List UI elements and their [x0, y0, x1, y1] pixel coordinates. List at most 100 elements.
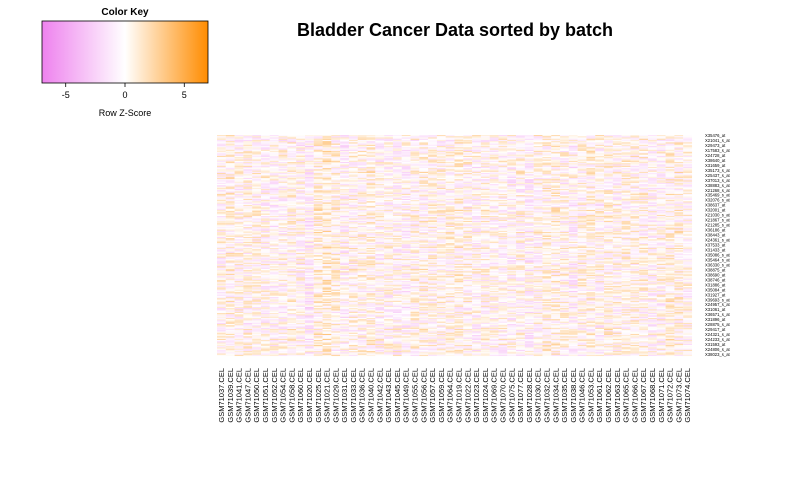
heatmap-cell	[498, 169, 508, 171]
heatmap-cell	[234, 197, 244, 199]
heatmap-cell	[269, 157, 279, 159]
heatmap-cell	[304, 225, 314, 228]
heatmap-cell	[313, 229, 323, 231]
heatmap-cell	[586, 160, 596, 163]
heatmap-cell	[454, 236, 464, 239]
heatmap-cell	[630, 152, 640, 154]
heatmap-cell	[656, 192, 666, 194]
heatmap-cell	[630, 155, 640, 158]
heatmap-cell	[340, 138, 349, 140]
heatmap-cell	[278, 217, 288, 219]
heatmap-cell	[445, 222, 455, 224]
heatmap-cell	[639, 150, 649, 153]
heatmap-cell	[639, 236, 649, 239]
heatmap-cell	[313, 227, 323, 229]
heatmap-cell	[243, 175, 253, 177]
heatmap-cell	[366, 217, 376, 219]
heatmap-cell	[683, 191, 693, 193]
heatmap-cell	[674, 153, 684, 155]
heatmap-cell	[568, 157, 578, 159]
color-key-tick-label: 0	[122, 90, 127, 100]
heatmap-cell	[384, 191, 393, 193]
heatmap-cell	[278, 233, 288, 235]
heatmap-cell	[560, 170, 569, 172]
heatmap-cell	[384, 164, 393, 166]
heatmap-cell	[480, 148, 490, 150]
heatmap-cell	[489, 235, 499, 237]
heatmap-cell	[516, 147, 525, 149]
heatmap-cell	[234, 202, 244, 204]
heatmap-cell	[278, 135, 288, 137]
heatmap-cell	[630, 141, 640, 143]
heatmap-cell	[269, 218, 279, 220]
heatmap-cell	[243, 236, 253, 239]
heatmap-cell	[656, 138, 666, 140]
heatmap-cell	[656, 220, 666, 223]
heatmap-cell	[296, 228, 306, 230]
heatmap-cell	[287, 209, 297, 212]
heatmap-cell	[252, 218, 262, 220]
heatmap-cell	[401, 204, 411, 207]
heatmap-cell	[480, 225, 490, 228]
heatmap-cell	[428, 173, 437, 175]
heatmap-cell	[480, 153, 490, 155]
heatmap-cell	[665, 149, 675, 152]
heatmap-cell	[331, 158, 341, 160]
heatmap-cell	[542, 213, 552, 215]
heatmap-cell	[560, 171, 569, 174]
heatmap-cell	[348, 187, 358, 190]
heatmap-cell	[252, 153, 262, 155]
heatmap-cell	[524, 186, 534, 188]
heatmap-cell	[665, 189, 675, 191]
heatmap-cell	[551, 228, 561, 230]
heatmap-cell	[648, 185, 657, 187]
heatmap-cell	[278, 246, 288, 249]
heatmap-cell	[384, 175, 393, 177]
heatmap-cell	[340, 202, 349, 204]
heatmap-cell	[683, 208, 693, 210]
heatmap-cell	[260, 149, 270, 152]
heatmap-cell	[639, 139, 649, 142]
heatmap-cell	[560, 239, 569, 241]
heatmap-cell	[656, 196, 666, 198]
heatmap-cell	[322, 223, 332, 225]
heatmap-cell	[683, 163, 693, 165]
heatmap-cell	[665, 144, 675, 147]
heatmap-cell	[419, 197, 429, 199]
heatmap-cell	[507, 139, 517, 142]
heatmap-cell	[269, 137, 279, 139]
heatmap-cell	[604, 229, 613, 231]
heatmap-cell	[392, 234, 402, 236]
heatmap-cell	[225, 214, 235, 217]
heatmap-cell	[340, 179, 349, 181]
heatmap-cell	[269, 240, 279, 242]
heatmap-cell	[612, 169, 622, 171]
heatmap-cell	[225, 206, 235, 208]
heatmap-cell	[683, 138, 693, 140]
heatmap-cell	[384, 177, 393, 180]
heatmap-cell	[454, 241, 464, 244]
heatmap-cell	[384, 136, 393, 138]
heatmap-cell	[454, 238, 464, 240]
heatmap-cell	[551, 146, 561, 148]
heatmap-cell	[507, 168, 517, 170]
heatmap-cell	[604, 241, 613, 244]
heatmap-cell	[621, 147, 631, 149]
heatmap-cell	[604, 228, 613, 230]
heatmap-cell	[612, 241, 622, 244]
heatmap-cell	[278, 238, 288, 240]
heatmap-cell	[480, 171, 490, 174]
heatmap-cell	[630, 159, 640, 161]
heatmap-cell	[621, 154, 631, 156]
heatmap-cell	[630, 160, 640, 163]
heatmap-cell	[269, 202, 279, 204]
heatmap-cell	[366, 222, 376, 224]
heatmap-cell	[516, 236, 525, 239]
heatmap-cell	[674, 171, 684, 174]
heatmap-cell	[498, 224, 508, 226]
heatmap-cell	[595, 147, 605, 149]
heatmap-cell	[252, 198, 262, 201]
heatmap-cell	[454, 209, 464, 212]
heatmap-cell	[674, 201, 684, 203]
heatmap-cell	[472, 170, 481, 172]
